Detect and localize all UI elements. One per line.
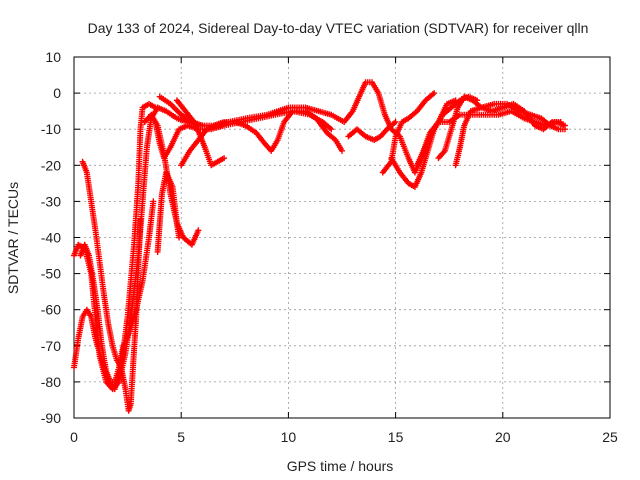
series-arc14	[414, 108, 568, 169]
series-arc16	[452, 100, 568, 169]
data-point	[176, 234, 183, 241]
y-tick-label: -80	[41, 374, 61, 390]
y-tick-label: -60	[41, 302, 61, 318]
data-points	[71, 79, 568, 414]
series-arc6	[154, 169, 183, 255]
data-point	[557, 118, 564, 125]
series-arc3	[79, 158, 144, 414]
x-axis-label: GPS time / hours	[287, 458, 394, 474]
chart-title: Day 133 of 2024, Sidereal Day-to-day VTE…	[88, 20, 589, 36]
data-point	[339, 147, 345, 154]
x-tick-label: 20	[495, 429, 511, 445]
y-tick-label: -90	[41, 410, 61, 426]
data-point	[150, 198, 157, 205]
series-arc1	[71, 104, 206, 393]
data-point	[221, 155, 228, 162]
y-tick-label: 0	[53, 85, 61, 101]
data-point	[431, 90, 438, 97]
x-tick-label: 25	[602, 429, 618, 445]
data-point	[137, 216, 144, 223]
series-arc11	[345, 118, 399, 144]
y-tick-label: -30	[41, 193, 61, 209]
y-tick-label: -50	[41, 266, 61, 282]
x-tick-label: 5	[177, 429, 185, 445]
data-point	[392, 118, 399, 125]
y-tick-label: -40	[41, 230, 61, 246]
y-tick-label: -20	[41, 157, 61, 173]
series-arc4	[77, 198, 157, 385]
data-point	[561, 126, 568, 133]
data-point	[328, 126, 335, 133]
axis-ticks: 10 0 -10 -20 -30 -40 -50 -60 -70 -80 -90 0 5 10 15 20 25	[41, 49, 618, 445]
x-tick-label: 0	[70, 429, 78, 445]
data-point	[195, 227, 202, 234]
series-arc9	[173, 97, 228, 169]
x-tick-label: 15	[388, 429, 404, 445]
y-tick-label: -70	[41, 338, 61, 354]
y-axis-label: SDTVAR / TECUs	[5, 182, 21, 294]
y-tick-label: -10	[41, 121, 61, 137]
data-point	[152, 104, 159, 111]
y-tick-label: 10	[45, 49, 61, 65]
x-tick-label: 10	[281, 429, 297, 445]
series-arc8	[156, 93, 345, 154]
